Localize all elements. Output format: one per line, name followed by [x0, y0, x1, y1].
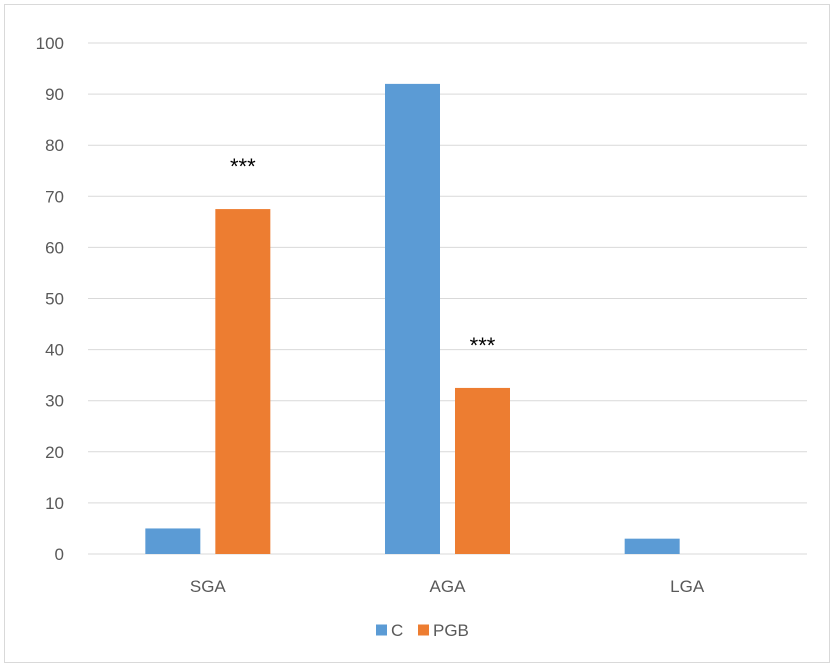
- bar-c-aga: [385, 83, 440, 554]
- y-tick-label: 70: [45, 187, 64, 206]
- x-tick-label: LGA: [670, 577, 705, 596]
- legend-label-c: C: [391, 621, 403, 640]
- bar-c-lga: [624, 538, 680, 554]
- y-tick-label: 60: [45, 238, 64, 257]
- y-tick-label: 40: [45, 341, 64, 360]
- bar-pgb-sga: [215, 209, 271, 554]
- legend-swatch-c: [376, 624, 387, 636]
- bar-c-sga: [145, 528, 201, 554]
- annotations: *** ***: [230, 154, 496, 358]
- y-tick-label: 0: [55, 545, 64, 564]
- bar-pgb-aga: [455, 387, 510, 554]
- y-tick-label: 80: [45, 136, 64, 155]
- y-tick-label: 30: [45, 392, 64, 411]
- significance-annotation: ***: [230, 154, 256, 179]
- y-tick-label: 20: [45, 443, 64, 462]
- gridlines: [88, 42, 807, 555]
- legend-label-pgb: PGB: [433, 621, 469, 640]
- y-axis-ticks: 0 10 20 30 40 50 60 70 80 90 100: [36, 34, 64, 564]
- x-tick-label: AGA: [430, 577, 467, 596]
- bars: [145, 83, 680, 554]
- legend: C PGB: [376, 621, 469, 640]
- x-axis-ticks: SGA AGA LGA: [190, 577, 705, 596]
- y-tick-label: 100: [36, 34, 64, 53]
- y-tick-label: 50: [45, 290, 64, 309]
- x-tick-label: SGA: [190, 577, 227, 596]
- y-tick-label: 90: [45, 85, 64, 104]
- y-tick-label: 10: [45, 494, 64, 513]
- significance-annotation: ***: [470, 333, 496, 358]
- legend-swatch-pgb: [418, 624, 429, 636]
